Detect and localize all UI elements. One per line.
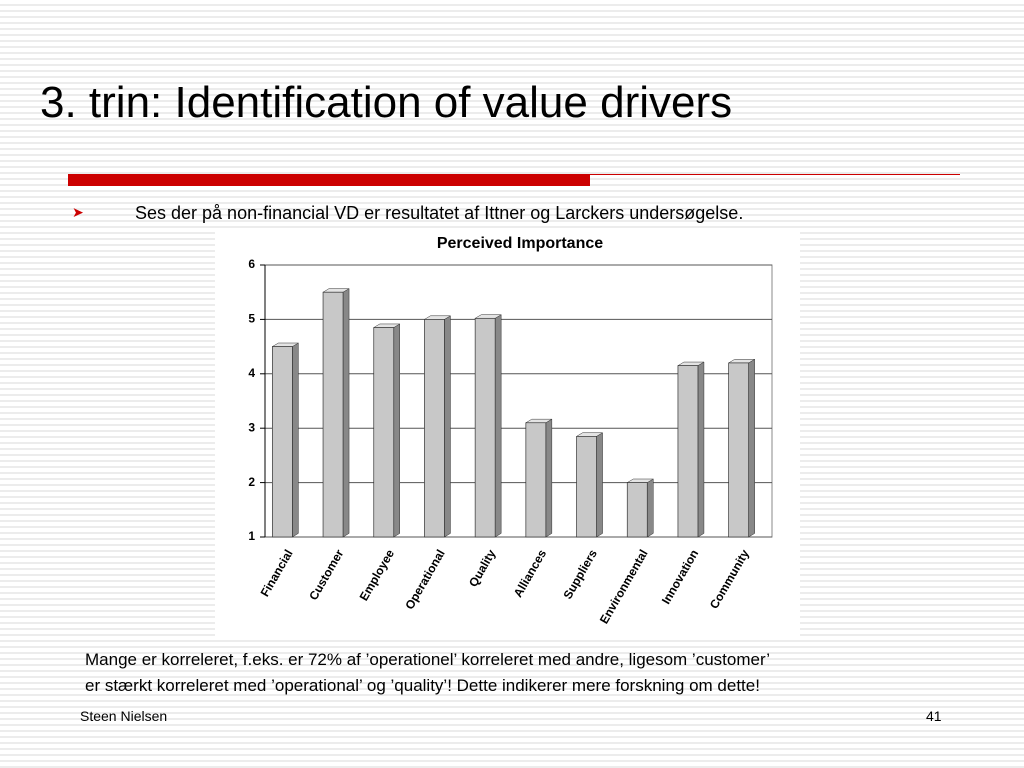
bar-side (596, 432, 603, 538)
bullet-icon: ➤ (72, 204, 84, 220)
bar (677, 365, 699, 538)
bar-side (494, 314, 502, 538)
y-tick-label: 4 (248, 366, 255, 380)
bar (728, 362, 750, 538)
bar-side (444, 315, 451, 538)
title-rule (68, 174, 590, 186)
bar (271, 346, 293, 538)
y-tick-label: 2 (248, 475, 255, 489)
bar (576, 436, 597, 538)
bar-side (697, 361, 705, 538)
bar (474, 317, 496, 538)
y-tick-label: 1 (248, 529, 255, 543)
page-number: 41 (926, 708, 942, 724)
bar-side (342, 288, 350, 538)
note-line: Mange er korreleret, f.eks. er 72% af ’o… (85, 650, 771, 669)
y-tick-label: 6 (248, 257, 255, 271)
slide-title: 3. trin: Identification of value drivers (40, 78, 733, 127)
bar-side (292, 342, 299, 538)
bar-side (545, 418, 553, 538)
note-line: er stærkt korreleret med ’operational’ o… (85, 676, 760, 695)
bullet-text: Ses der på non-financial VD er resultate… (135, 203, 744, 223)
bar (322, 291, 344, 538)
y-tick-label: 3 (248, 420, 255, 434)
bar-side (748, 358, 755, 538)
bar (626, 482, 648, 538)
bar-side (393, 323, 400, 538)
bar (525, 422, 547, 538)
author: Steen Nielsen (80, 708, 168, 724)
title-rule-thin (590, 174, 960, 175)
chart-title: Perceived Importance (437, 235, 603, 252)
bar (373, 327, 395, 538)
bar-side (647, 478, 654, 538)
bar (424, 319, 445, 538)
y-tick-label: 5 (248, 312, 255, 326)
